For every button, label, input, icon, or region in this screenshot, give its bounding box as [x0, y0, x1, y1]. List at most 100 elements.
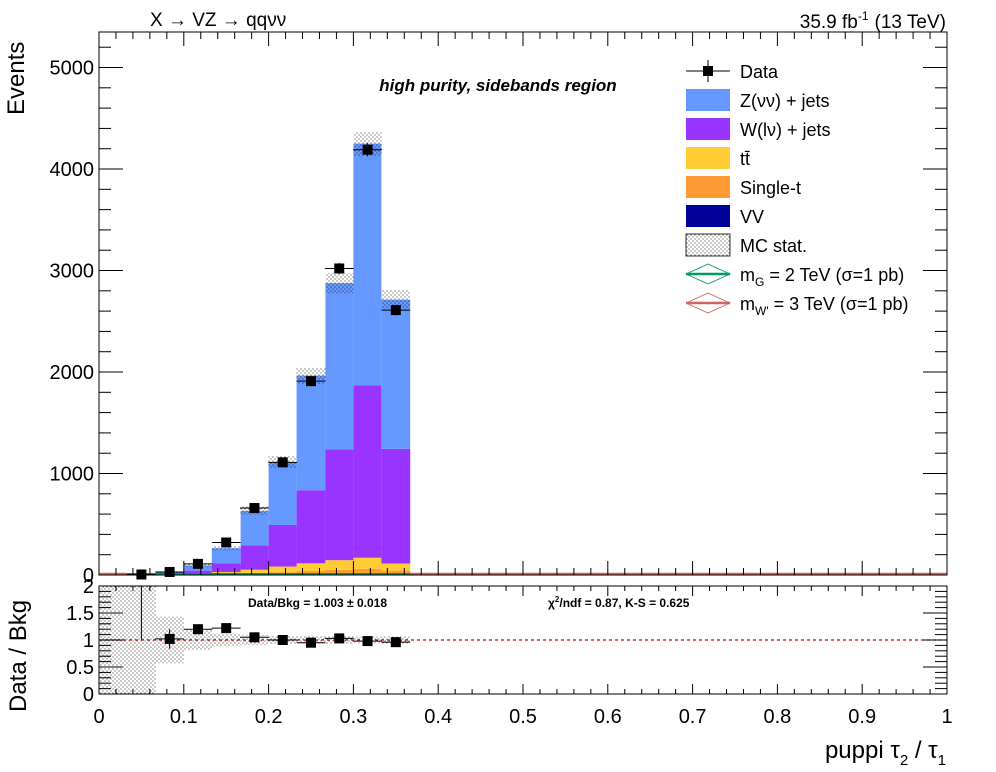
legend: Data Z(νν) + jets W(lν) + jets tt̄ Single-t V… — [685, 60, 909, 318]
legend-label-sigW-sub: W' — [755, 304, 769, 318]
stack-layer — [126, 143, 411, 575]
data-point-9 — [390, 305, 401, 316]
stack-bar-singlet-8 — [353, 568, 382, 573]
main-x-ticks — [98, 32, 948, 575]
data-point-0 — [136, 569, 147, 580]
mc-stat-band-3 — [211, 545, 241, 551]
stack-bar-singlet-6 — [296, 570, 326, 574]
y-tick-label-1: 1000 — [50, 464, 95, 486]
ratio-panel: 0 0.1 0.2 0.3 0.4 0.5 0.6 0.7 0.8 0.9 1 00.511.52 … — [66, 576, 952, 728]
y-tick-label-4: 4000 — [50, 159, 95, 181]
legend-label-sigW-post: = 3 TeV (σ=1 pb) — [769, 294, 909, 314]
stack-bar-singlet-9 — [381, 570, 411, 574]
data-point-3 — [221, 537, 232, 548]
y-tick-label-2: 2000 — [50, 362, 95, 384]
process-label: X → VZ → qqνν — [150, 10, 286, 31]
chi-symbol: χ — [548, 596, 555, 610]
ratio-point-1 — [192, 624, 203, 635]
x-tick-label-10: 1 — [941, 706, 952, 728]
ratio-point-0 — [164, 633, 175, 644]
stack-bar-wljets-7 — [325, 449, 354, 561]
legend-label-data: Data — [740, 62, 779, 82]
data-point-1 — [164, 566, 175, 577]
mc-stat-uncertainty — [126, 131, 411, 575]
ratio-point-7 — [362, 636, 373, 647]
stack-bar-tt-7 — [325, 560, 354, 570]
mc-stat-band-7 — [325, 272, 354, 294]
stack-bar-singlet-7 — [325, 569, 354, 574]
stack-bar-tt-4 — [240, 569, 269, 574]
data-point-5 — [277, 457, 288, 468]
x-tick-label-3: 0.3 — [339, 706, 367, 728]
mc-stat-band-9 — [381, 290, 411, 309]
y-axis-label: Events — [3, 42, 30, 115]
legend-label-sigG: mG = 2 TeV (σ=1 pb) — [740, 265, 904, 289]
lumi-value: 35.9 fb — [800, 12, 858, 33]
ratio-y-tick-label-2: 1 — [83, 630, 94, 652]
chi-rest: /ndf = 0.87, K-S = 0.625 — [559, 596, 689, 610]
data-point-4 — [249, 503, 260, 514]
x-label-sub2: 1 — [938, 752, 946, 769]
x-axis-label: puppi τ2 / τ1 — [825, 737, 946, 769]
legend-swatch-st — [686, 176, 730, 198]
legend-label-mcstat: MC stat. — [740, 236, 807, 256]
ratio-point-5 — [306, 637, 316, 648]
y-tick-label-0: 0 — [83, 565, 94, 587]
legend-swatch-mcstat — [685, 233, 731, 257]
legend-label-sigG-pre: m — [740, 265, 755, 285]
y-tick-label-3: 3000 — [50, 261, 95, 283]
stack-bar-wljets-2 — [183, 570, 212, 575]
stack-bar-zjets-7 — [325, 283, 354, 450]
stack-bar-wljets-3 — [211, 563, 241, 573]
x-tick-label-9: 0.9 — [848, 706, 876, 728]
legend-label-sigW: mW' = 3 TeV (σ=1 pb) — [740, 294, 909, 318]
legend-label-tt: tt̄ — [740, 149, 750, 169]
x-tick-label-1: 0.1 — [170, 706, 198, 728]
data-point-2 — [192, 558, 203, 569]
stack-bar-wljets-4 — [240, 545, 269, 570]
data-point-7 — [334, 263, 345, 274]
stack-bar-zjets-9 — [381, 299, 411, 449]
x-label-mid: / τ — [908, 737, 938, 764]
ratio-point-6 — [334, 633, 345, 644]
x-tick-label-4: 0.4 — [424, 706, 452, 728]
stack-bar-tt-8 — [353, 557, 382, 569]
ratio-y-axis-label: Data / Bkg — [5, 600, 32, 712]
y-tick-label-5: 5000 — [50, 58, 95, 80]
stack-bar-wljets-5 — [268, 524, 297, 567]
x-label-sub1: 2 — [900, 752, 908, 769]
ratio-y-tick-label-1: 0.5 — [66, 657, 94, 679]
stack-bar-zjets-5 — [268, 462, 297, 525]
chi-sup: 2 — [555, 595, 560, 604]
stack-bar-wljets-8 — [353, 385, 382, 558]
ratio-y-tick-label-0: 0 — [83, 684, 94, 706]
legend-label-znn: Z(νν) + jets — [740, 91, 830, 111]
energy-label: (13 TeV) — [875, 12, 946, 33]
ratio-x-ticks: 0 0.1 0.2 0.3 0.4 0.5 0.6 0.7 0.8 0.9 1 — [93, 586, 953, 728]
stack-bar-zjets-4 — [240, 510, 269, 546]
legend-swatch-vv — [686, 205, 730, 227]
data-point-8 — [362, 144, 373, 155]
legend-swatch-wln — [686, 118, 730, 140]
x-label-pre: puppi τ — [825, 737, 900, 764]
legend-label-sigG-sub: G — [755, 275, 764, 289]
region-label: high purity, sidebands region — [379, 76, 616, 95]
mc-stat-band-6 — [296, 367, 326, 384]
lumi-label: 35.9 fb-1 (13 TeV) — [800, 9, 946, 33]
x-tick-label-5: 0.5 — [509, 706, 537, 728]
ratio-point-4 — [277, 635, 288, 645]
legend-label-sigW-pre: m — [740, 294, 755, 314]
data-points — [126, 143, 411, 580]
stack-bar-zjets-8 — [353, 143, 382, 386]
main-y-ticks: 0 1000 2000 3000 4000 5000 — [50, 46, 947, 587]
stack-bar-tt-5 — [268, 566, 297, 573]
ratio-point-3 — [249, 632, 260, 643]
x-tick-label-0: 0 — [93, 706, 104, 728]
ratio-chi2-text: χ2/ndf = 0.87, K-S = 0.625 — [548, 595, 690, 610]
x-tick-label-6: 0.6 — [594, 706, 622, 728]
data-point-6 — [306, 376, 316, 387]
lumi-exponent: -1 — [858, 9, 869, 23]
x-tick-label-7: 0.7 — [679, 706, 707, 728]
ratio-points — [155, 623, 411, 649]
legend-label-vv: VV — [740, 207, 764, 227]
